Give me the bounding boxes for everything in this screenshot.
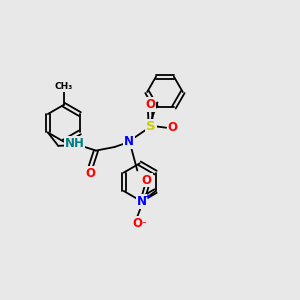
- Text: NH: NH: [65, 137, 85, 150]
- Text: N: N: [137, 195, 147, 208]
- Text: O: O: [85, 167, 96, 180]
- Text: O: O: [142, 173, 152, 187]
- Text: S: S: [146, 120, 155, 133]
- Text: CH₃: CH₃: [55, 82, 73, 91]
- Text: O: O: [168, 121, 178, 134]
- Text: O: O: [132, 217, 142, 230]
- Text: O: O: [145, 98, 155, 111]
- Text: +: +: [143, 192, 151, 201]
- Text: ⁻: ⁻: [142, 220, 146, 229]
- Text: N: N: [124, 135, 134, 148]
